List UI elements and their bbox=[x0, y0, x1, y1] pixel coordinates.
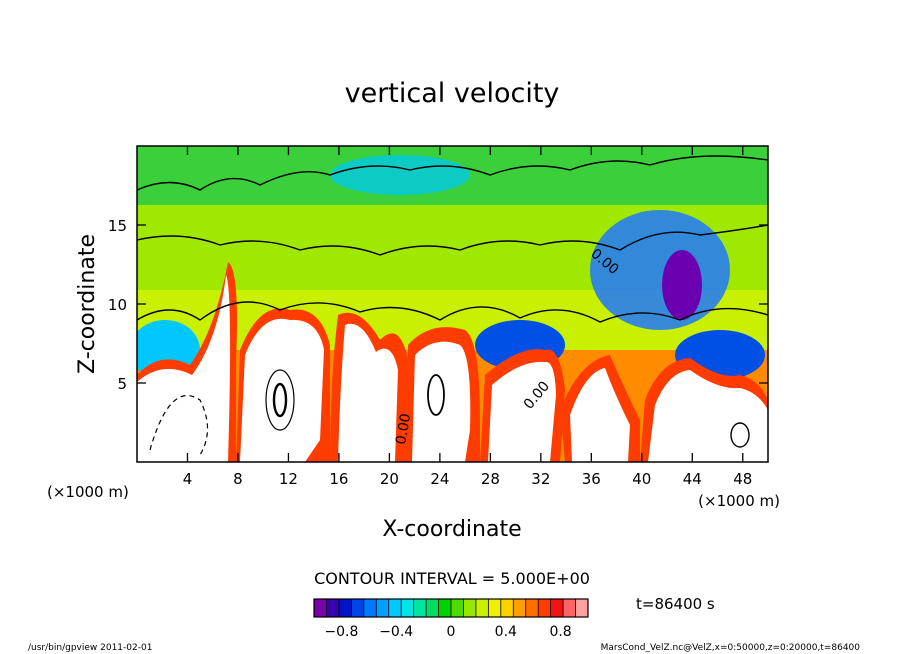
y-tick-label: 10 bbox=[108, 296, 127, 314]
time-text: t=86400 s bbox=[636, 595, 715, 613]
colorbar-swatch bbox=[401, 599, 415, 617]
colorbar-swatch bbox=[413, 599, 427, 617]
field-updraft-7-core bbox=[648, 370, 768, 462]
colorbar-tick-label: 0 bbox=[447, 624, 456, 640]
x-tick-label: 44 bbox=[683, 470, 702, 488]
colorbar-swatch bbox=[550, 599, 564, 617]
field-updraft-2-core bbox=[240, 318, 324, 462]
zero-contour-middle bbox=[137, 224, 768, 256]
x-tick-label: 28 bbox=[481, 470, 500, 488]
colorbar-frame bbox=[313, 598, 589, 618]
x-tick-label: 48 bbox=[733, 470, 752, 488]
field-blob-cyan-top bbox=[330, 155, 470, 195]
colorbar-swatch bbox=[351, 599, 365, 617]
footer-right: MarsCond_VelZ.nc@VelZ,x=0:50000,z=0:2000… bbox=[601, 643, 861, 653]
colorbar-swatch bbox=[525, 599, 539, 617]
contour-core-1 bbox=[265, 369, 295, 431]
contour-label-bottom: 0.00 bbox=[393, 412, 414, 445]
footer-left: /usr/bin/gpview 2011-02-01 bbox=[28, 643, 152, 653]
colorbar-tick-label: 0.8 bbox=[549, 624, 571, 640]
colorbar-tick-label: −0.8 bbox=[324, 624, 358, 640]
y-axis-ticks: 5 10 15 bbox=[108, 217, 768, 393]
x-tick-label: 16 bbox=[329, 470, 348, 488]
colorbar-tick-label: 0.4 bbox=[495, 624, 517, 640]
x-unit-right: (×1000 m) bbox=[698, 492, 780, 510]
contour-interval-text: CONTOUR INTERVAL = 5.000E+00 bbox=[314, 569, 590, 588]
zero-contour-lower bbox=[137, 301, 768, 323]
colorbar-swatch bbox=[563, 599, 576, 617]
zero-contour-upper bbox=[137, 155, 768, 191]
field-updraft-6-core bbox=[570, 368, 630, 462]
colorbar-tick-label: −0.4 bbox=[379, 624, 413, 640]
contour-core-1b bbox=[272, 382, 288, 418]
x-tick-label: 40 bbox=[632, 470, 651, 488]
colorbar-swatch bbox=[451, 599, 464, 617]
x-axis-ticks: 4 8 12 16 20 24 28 32 36 40 44 48 bbox=[183, 146, 752, 488]
contour-downdraft-dashed bbox=[149, 395, 209, 456]
y-tick-label: 5 bbox=[117, 375, 127, 393]
x-tick-label: 20 bbox=[380, 470, 399, 488]
colorbar bbox=[313, 598, 589, 618]
x-tick-label: 36 bbox=[582, 470, 601, 488]
field-updraft-3-core bbox=[338, 323, 398, 462]
colorbar-swatch bbox=[575, 599, 589, 617]
colorbar-swatch bbox=[538, 599, 552, 617]
colorbar-swatch bbox=[463, 599, 477, 617]
colorbar-swatch bbox=[475, 599, 489, 617]
colorbar-swatch bbox=[426, 599, 439, 617]
colorbar-swatch bbox=[500, 599, 514, 617]
x-tick-label: 32 bbox=[531, 470, 550, 488]
colorbar-swatch bbox=[363, 599, 377, 617]
colorbar-swatch bbox=[488, 599, 502, 617]
contour-core-2 bbox=[427, 374, 445, 416]
field-updraft-1-core bbox=[137, 275, 231, 462]
colorbar-swatch bbox=[438, 599, 452, 617]
chart-title: vertical velocity bbox=[345, 78, 560, 109]
colorbar-swatch bbox=[326, 599, 340, 617]
x-tick-label: 8 bbox=[233, 470, 243, 488]
x-tick-label: 24 bbox=[430, 470, 449, 488]
x-tick-label: 12 bbox=[279, 470, 298, 488]
colorbar-swatch bbox=[376, 599, 390, 617]
y-axis-label: Z-coordinate bbox=[75, 234, 100, 374]
contour-core-3 bbox=[730, 422, 750, 448]
x-unit-left: (×1000 m) bbox=[47, 483, 129, 501]
colorbar-swatch bbox=[314, 599, 327, 617]
field-blob-purple-upper bbox=[662, 250, 702, 320]
colorbar-swatch bbox=[388, 599, 402, 617]
field-updraft-5-core bbox=[488, 361, 556, 462]
colorbar-swatch bbox=[338, 599, 352, 617]
colorbar-swatch bbox=[513, 599, 527, 617]
x-tick-label: 4 bbox=[183, 470, 193, 488]
colorbar-tick-labels: −0.8 −0.4 0 0.4 0.8 bbox=[324, 624, 571, 640]
y-tick-label: 15 bbox=[108, 217, 127, 235]
x-axis-label: X-coordinate bbox=[382, 517, 521, 542]
velocity-field: 0.00 0.00 0.00 bbox=[137, 146, 768, 462]
field-updraft-4-core bbox=[412, 341, 471, 462]
